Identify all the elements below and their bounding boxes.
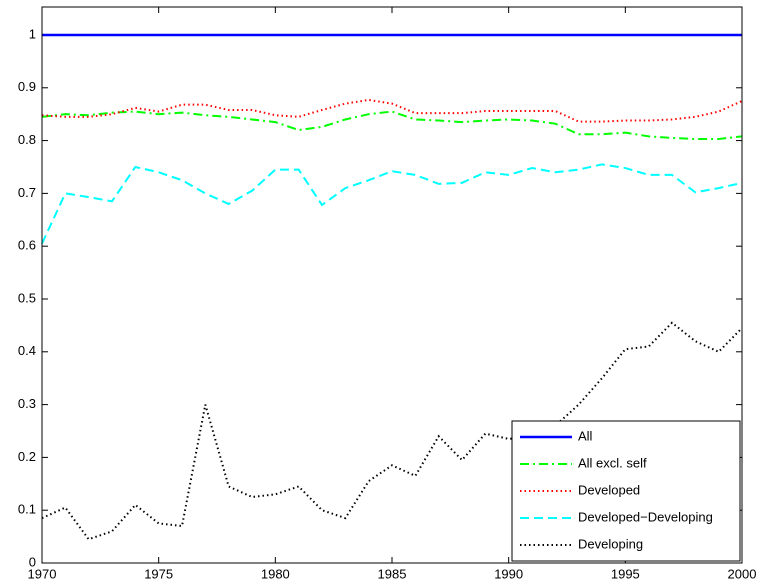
x-tick-label: 1985 <box>378 566 407 581</box>
x-tick-label: 1975 <box>144 566 173 581</box>
series-line <box>41 163 743 244</box>
legend-label: Developed−Developing <box>578 509 713 524</box>
y-tick-label: 0.5 <box>18 290 36 305</box>
y-tick-label: 0.2 <box>18 449 36 464</box>
legend-label: All excl. self <box>578 455 647 470</box>
series-line <box>41 321 743 541</box>
legend-label: All <box>578 428 593 443</box>
x-tick-label: 1980 <box>261 566 290 581</box>
x-tick-label: 1990 <box>494 566 523 581</box>
y-tick-label: 0.4 <box>18 343 36 358</box>
series-line <box>41 98 743 123</box>
y-tick-label: 0.7 <box>18 185 36 200</box>
y-tick-label: 0.1 <box>18 502 36 517</box>
y-tick-label: 0.6 <box>18 238 36 253</box>
y-tick-label: 0.9 <box>18 79 36 94</box>
series-line <box>41 110 743 141</box>
legend-label: Developed <box>578 482 640 497</box>
axes-box <box>41 6 743 564</box>
y-tick-label: 1 <box>29 26 36 41</box>
y-tick-label: 0.3 <box>18 396 36 411</box>
x-tick-label: 1970 <box>28 566 57 581</box>
y-tick-label: 0.8 <box>18 132 36 147</box>
x-tick-label: 1995 <box>611 566 640 581</box>
legend: All All excl. self Developed Developed−Deve… <box>511 420 741 562</box>
y-tick-label: 0 <box>29 554 36 569</box>
x-tick-label: 2000 <box>728 566 757 581</box>
legend-box <box>511 420 741 562</box>
legend-label: Developing <box>578 536 643 551</box>
